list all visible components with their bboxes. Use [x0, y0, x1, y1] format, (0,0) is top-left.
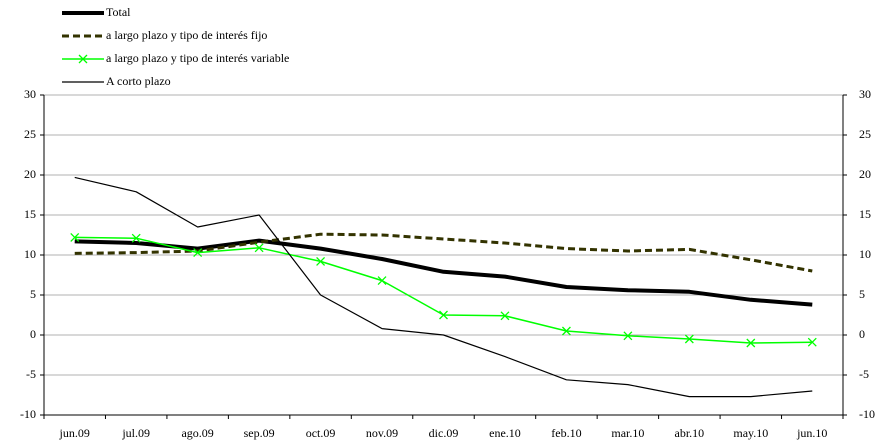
marker	[377, 276, 387, 286]
series-line	[74, 232, 813, 273]
x-tick-label: ago.09	[181, 426, 213, 440]
legend-label: a largo plazo y tipo de interés variable	[106, 51, 289, 65]
legend-label: Total	[106, 5, 131, 19]
y2-tick-label: -5	[859, 367, 869, 381]
y2-tick-label: 5	[859, 287, 865, 301]
y2-tick-label: 15	[859, 207, 871, 221]
y-tick-label: 30	[24, 87, 36, 101]
y-tick-label: -10	[20, 407, 36, 421]
x-tick-label: abr.10	[675, 426, 705, 440]
y-tick-label: 20	[24, 167, 36, 181]
series-line	[74, 236, 813, 344]
series-line	[74, 176, 813, 398]
x-tick-label: sep.09	[244, 426, 275, 440]
marker	[623, 331, 633, 341]
y-tick-label: 5	[30, 287, 36, 301]
legend-label: a largo plazo y tipo de interés fijo	[106, 28, 267, 42]
y2-tick-label: 30	[859, 87, 871, 101]
x-tick-label: jun.10	[796, 426, 827, 440]
x-tick-label: jul.09	[121, 426, 150, 440]
marker	[439, 310, 448, 320]
marker	[70, 232, 80, 242]
marker	[193, 248, 203, 258]
x-tick-label: oct.09	[306, 426, 336, 440]
y2-tick-label: 10	[859, 247, 871, 261]
y2-tick-label: 20	[859, 167, 871, 181]
x-tick-label: feb.10	[551, 426, 581, 440]
y-tick-label: 15	[24, 207, 36, 221]
y2-tick-label: 0	[859, 327, 865, 341]
x-tick-label: mar.10	[611, 426, 644, 440]
legend-label: A corto plazo	[106, 74, 171, 88]
y-tick-label: 10	[24, 247, 36, 261]
x-tick-label: jun.09	[59, 426, 90, 440]
legend-marker	[78, 54, 88, 64]
marker	[746, 338, 756, 348]
marker	[807, 337, 817, 347]
y2-tick-label: 25	[859, 127, 871, 141]
marker	[254, 243, 264, 253]
y2-tick-label: -10	[859, 407, 875, 421]
marker	[561, 326, 571, 336]
y-tick-label: -5	[26, 367, 36, 381]
marker	[500, 311, 510, 321]
x-tick-label: dic.09	[429, 426, 459, 440]
x-tick-label: may.10	[733, 426, 768, 440]
x-tick-label: nov.09	[366, 426, 398, 440]
x-tick-label: ene.10	[489, 426, 521, 440]
y-tick-label: 0	[30, 327, 36, 341]
marker	[131, 233, 141, 243]
marker	[316, 256, 326, 266]
marker	[684, 334, 694, 344]
y-tick-label: 25	[24, 127, 36, 141]
series-line	[74, 238, 813, 307]
